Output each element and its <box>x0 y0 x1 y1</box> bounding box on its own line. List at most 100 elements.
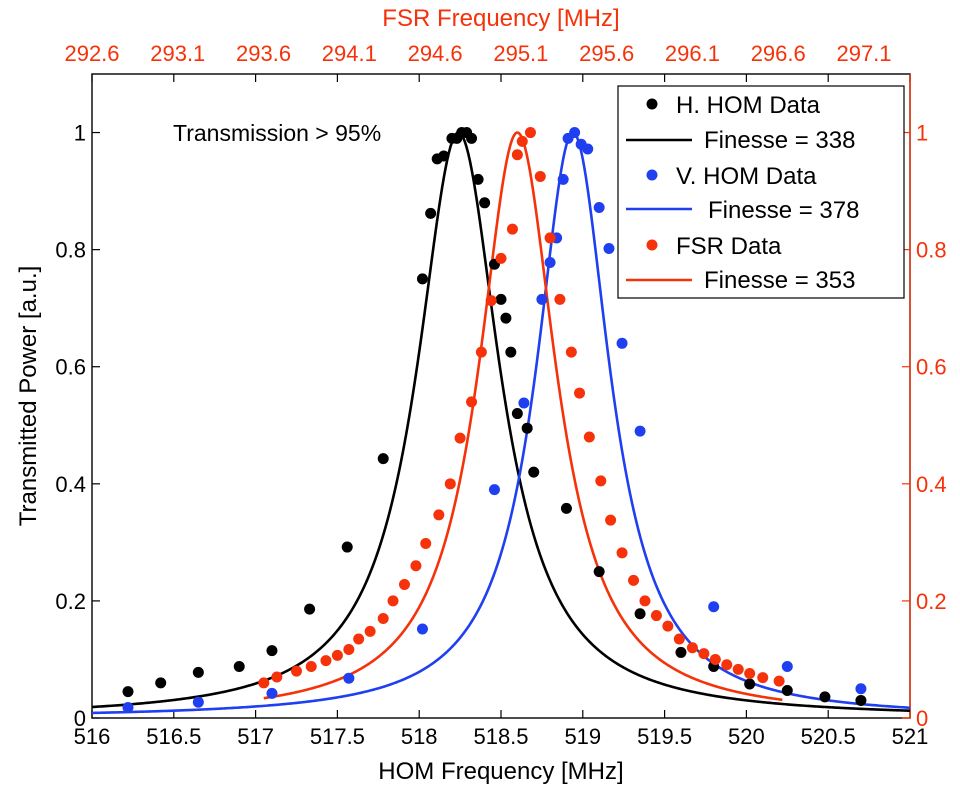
y2-tick-label: 0 <box>916 706 928 731</box>
y2-tick-label: 0.8 <box>916 238 947 263</box>
data-points <box>122 127 867 713</box>
legend-label-fsr-data: FSR Data <box>676 233 782 260</box>
fit-line-finesse-338 <box>91 131 911 713</box>
data-point <box>433 509 445 521</box>
data-point <box>420 538 432 550</box>
y-tick-label: 0.2 <box>55 589 86 614</box>
data-point <box>466 132 478 144</box>
x2-tick-label: 292.6 <box>64 41 119 66</box>
data-point <box>304 603 316 615</box>
data-point <box>639 595 651 607</box>
y2-tick-label: 1 <box>916 121 928 146</box>
data-point <box>438 150 450 162</box>
data-point <box>331 649 343 661</box>
y-axis-label: Transmitted Power [a.u.] <box>15 266 42 527</box>
x2-tick-label: 293.1 <box>150 41 205 66</box>
bottom-axis: 516 516.5 517 517.5 518 518.5 519 519.5 520 520.5… <box>74 74 929 749</box>
data-point <box>291 665 302 677</box>
x-tick-label: 517 <box>237 724 274 749</box>
data-point <box>605 514 617 526</box>
top-axis: 292.6 293.1 293.6 294.1 294.6 295.1 295.6 296.1… <box>64 41 891 66</box>
data-point <box>744 668 756 680</box>
data-point <box>855 694 867 706</box>
x-tick-label: 516 <box>74 724 111 749</box>
data-point <box>387 595 399 607</box>
data-point <box>628 574 640 586</box>
y-tick-label: 0 <box>74 706 86 731</box>
data-point <box>721 659 733 671</box>
data-point <box>518 397 530 409</box>
y-tick-label: 0.4 <box>55 472 86 497</box>
data-point <box>122 701 134 713</box>
x-tick-label: 521 <box>892 724 929 749</box>
legend-label-finesse-378: Finesse = 378 <box>708 197 859 224</box>
x-tick-label: 518.5 <box>473 724 528 749</box>
data-point <box>544 257 556 269</box>
data-point <box>595 475 607 487</box>
legend-marker-fsr-data <box>646 239 658 251</box>
x2-tick-label: 296.1 <box>665 41 720 66</box>
x2-tick-label: 297.1 <box>836 41 891 66</box>
data-point <box>593 201 605 213</box>
x2-tick-label: 294.1 <box>322 41 377 66</box>
data-point <box>757 672 769 684</box>
data-point <box>479 197 491 209</box>
data-point <box>565 346 577 358</box>
data-point <box>472 173 484 185</box>
x2-tick-label: 293.6 <box>236 41 291 66</box>
data-point <box>511 149 523 161</box>
data-point <box>343 672 355 684</box>
data-point <box>271 671 283 683</box>
data-point <box>454 432 466 444</box>
series-v-hom-data <box>122 127 867 713</box>
data-point <box>364 625 376 637</box>
x-axis-label: HOM Frequency [MHz] <box>378 758 623 785</box>
data-point <box>709 653 721 665</box>
fit-line-finesse-378 <box>91 131 911 715</box>
data-point <box>634 425 646 437</box>
data-point <box>266 645 278 657</box>
data-point <box>686 642 698 654</box>
data-point <box>416 623 428 635</box>
data-point <box>616 337 628 349</box>
data-point <box>708 601 720 613</box>
annotation-transmission: Transmission > 95% <box>173 120 381 146</box>
data-point <box>583 431 595 443</box>
legend-marker-v-hom-data <box>646 169 658 181</box>
data-point <box>544 232 556 244</box>
data-point <box>732 663 744 675</box>
y-tick-label: 0.8 <box>55 238 86 263</box>
x2-tick-label: 296.6 <box>751 41 806 66</box>
data-point <box>495 252 507 264</box>
x2-tick-label: 295.1 <box>493 41 548 66</box>
x2-axis-label: FSR Frequency [MHz] <box>382 5 619 32</box>
data-point <box>377 453 389 465</box>
data-point <box>485 295 497 307</box>
data-point <box>488 484 500 496</box>
data-point <box>495 293 507 305</box>
data-point <box>343 644 355 655</box>
x-tick-label: 518 <box>401 724 438 749</box>
data-point <box>505 346 517 358</box>
x-tick-label: 520.5 <box>801 724 856 749</box>
data-point <box>557 173 569 185</box>
data-point <box>781 684 793 696</box>
data-point <box>353 633 365 645</box>
data-point <box>616 547 628 559</box>
data-point <box>410 560 422 572</box>
y2-tick-label: 0.2 <box>916 589 947 614</box>
data-point <box>341 541 353 553</box>
data-point <box>554 293 566 305</box>
data-point <box>416 273 428 285</box>
data-point <box>673 633 685 645</box>
data-point <box>122 686 134 698</box>
data-point <box>698 648 710 660</box>
x-tick-label: 516.5 <box>146 724 201 749</box>
data-point <box>574 387 586 399</box>
right-axis: 0 0.2 0.4 0.6 0.8 1 <box>902 74 947 731</box>
x2-tick-label: 295.6 <box>579 41 634 66</box>
left-axis: 0 0.2 0.4 0.6 0.8 1 <box>55 121 100 731</box>
data-point <box>258 677 270 689</box>
data-point <box>773 675 785 687</box>
data-point <box>233 660 245 672</box>
